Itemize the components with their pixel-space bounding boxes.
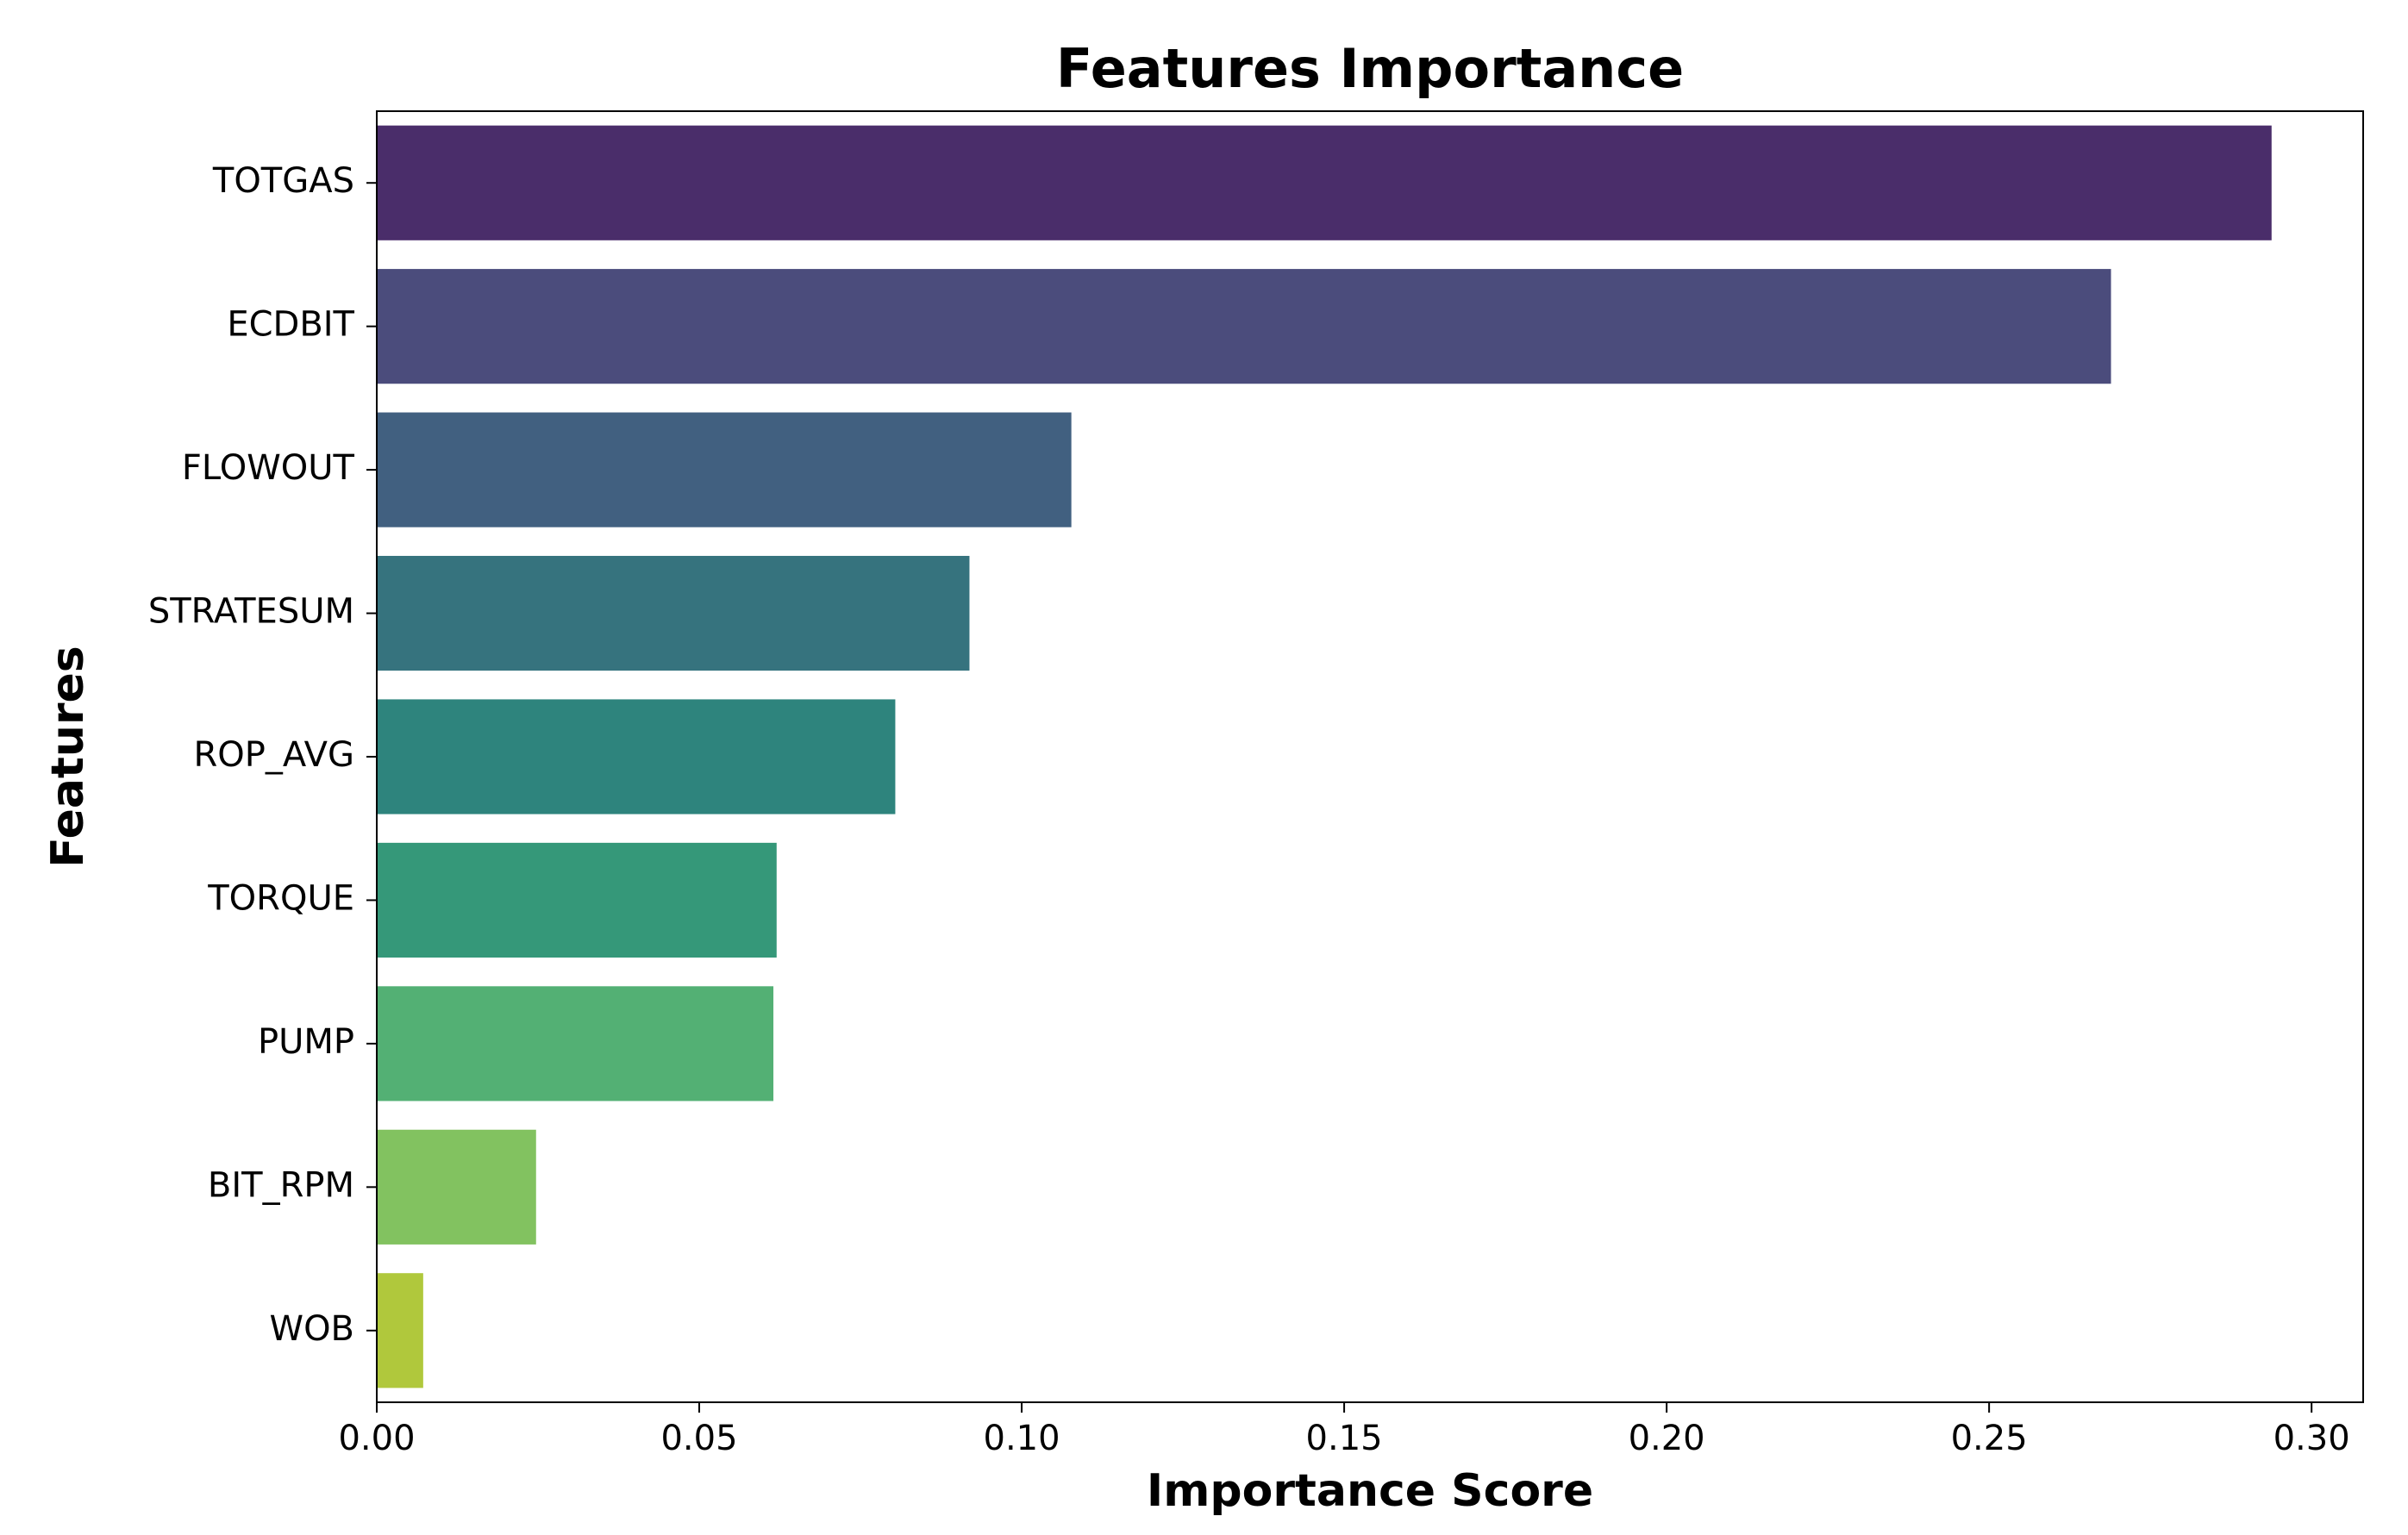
bar [377,555,970,671]
bar [377,1273,423,1388]
x-tick-label: 0.00 [338,1419,415,1458]
x-tick-label: 0.30 [2274,1419,2350,1458]
y-tick-label: TORQUE [207,878,354,918]
x-tick-label: 0.20 [1629,1419,1705,1458]
y-tick-label: TOTGAS [212,161,354,201]
bar [377,269,2111,384]
bar [377,699,896,814]
y-tick-label: PUMP [258,1022,354,1062]
y-tick-label: STRATESUM [148,592,354,632]
bar [377,125,2272,240]
bar [377,1129,536,1245]
bar [377,986,774,1101]
y-tick-label: BIT_RPM [208,1165,354,1205]
y-tick-label: ROP_AVG [193,735,354,775]
x-tick-label: 0.15 [1306,1419,1383,1458]
plot-frame [376,110,2364,1403]
x-tick-label: 0.10 [984,1419,1060,1458]
y-axis-label: Features [42,646,94,868]
chart-title: Features Importance [1056,37,1684,100]
y-tick-label: FLOWOUT [182,448,355,488]
bar [377,842,777,958]
x-tick-label: 0.25 [1951,1419,2028,1458]
y-tick-label: ECDBIT [227,305,354,345]
x-tick-label: 0.05 [660,1419,737,1458]
y-tick-label: WOB [270,1309,354,1349]
bar [377,412,1072,527]
x-axis-label: Importance Score [1147,1465,1593,1517]
